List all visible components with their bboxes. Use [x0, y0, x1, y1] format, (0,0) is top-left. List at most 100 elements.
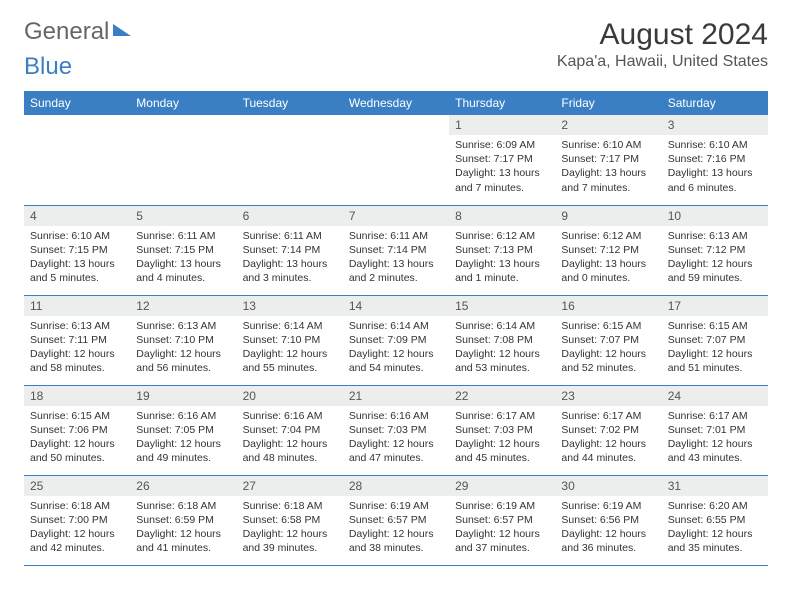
- day-info: Sunrise: 6:10 AMSunset: 7:17 PMDaylight:…: [555, 135, 661, 201]
- sunrise: Sunrise: 6:11 AM: [243, 229, 337, 243]
- sunrise: Sunrise: 6:17 AM: [455, 409, 549, 423]
- sunrise: Sunrise: 6:12 AM: [455, 229, 549, 243]
- day-number: 24: [662, 386, 768, 406]
- daylight: Daylight: 12 hours and 55 minutes.: [243, 347, 337, 375]
- day-cell: 9Sunrise: 6:12 AMSunset: 7:12 PMDaylight…: [555, 205, 661, 295]
- day-number: 12: [130, 296, 236, 316]
- weekday-tuesday: Tuesday: [237, 91, 343, 115]
- day-info: Sunrise: 6:12 AMSunset: 7:12 PMDaylight:…: [555, 226, 661, 292]
- sunset: Sunset: 6:59 PM: [136, 513, 230, 527]
- weekday-monday: Monday: [130, 91, 236, 115]
- day-cell: 16Sunrise: 6:15 AMSunset: 7:07 PMDayligh…: [555, 295, 661, 385]
- day-info: Sunrise: 6:15 AMSunset: 7:07 PMDaylight:…: [555, 316, 661, 382]
- daylight: Daylight: 12 hours and 56 minutes.: [136, 347, 230, 375]
- logo-text-1: General: [24, 18, 109, 46]
- title-block: August 2024 Kapa'a, Hawaii, United State…: [557, 18, 768, 71]
- day-number: 22: [449, 386, 555, 406]
- day-cell: 4Sunrise: 6:10 AMSunset: 7:15 PMDaylight…: [24, 205, 130, 295]
- day-cell: 18Sunrise: 6:15 AMSunset: 7:06 PMDayligh…: [24, 385, 130, 475]
- sunset: Sunset: 7:04 PM: [243, 423, 337, 437]
- day-info: Sunrise: 6:13 AMSunset: 7:11 PMDaylight:…: [24, 316, 130, 382]
- day-info: Sunrise: 6:14 AMSunset: 7:10 PMDaylight:…: [237, 316, 343, 382]
- day-number: 19: [130, 386, 236, 406]
- day-number: 11: [24, 296, 130, 316]
- day-info: Sunrise: 6:14 AMSunset: 7:09 PMDaylight:…: [343, 316, 449, 382]
- day-number: 23: [555, 386, 661, 406]
- daylight: Daylight: 12 hours and 37 minutes.: [455, 527, 549, 555]
- sunrise: Sunrise: 6:16 AM: [349, 409, 443, 423]
- week-row: 18Sunrise: 6:15 AMSunset: 7:06 PMDayligh…: [24, 385, 768, 475]
- day-info: Sunrise: 6:13 AMSunset: 7:12 PMDaylight:…: [662, 226, 768, 292]
- sunset: Sunset: 7:06 PM: [30, 423, 124, 437]
- sunset: Sunset: 6:57 PM: [349, 513, 443, 527]
- day-number: 1: [449, 115, 555, 135]
- daylight: Daylight: 12 hours and 58 minutes.: [30, 347, 124, 375]
- day-number: 31: [662, 476, 768, 496]
- sunrise: Sunrise: 6:16 AM: [243, 409, 337, 423]
- day-info: Sunrise: 6:18 AMSunset: 6:59 PMDaylight:…: [130, 496, 236, 562]
- daylight: Daylight: 13 hours and 7 minutes.: [455, 166, 549, 194]
- sunset: Sunset: 7:15 PM: [136, 243, 230, 257]
- day-number: 27: [237, 476, 343, 496]
- weekday-thursday: Thursday: [449, 91, 555, 115]
- daylight: Daylight: 12 hours and 50 minutes.: [30, 437, 124, 465]
- sunset: Sunset: 7:05 PM: [136, 423, 230, 437]
- day-cell: 2Sunrise: 6:10 AMSunset: 7:17 PMDaylight…: [555, 115, 661, 205]
- day-info: Sunrise: 6:17 AMSunset: 7:02 PMDaylight:…: [555, 406, 661, 472]
- day-number: 7: [343, 206, 449, 226]
- sunset: Sunset: 7:03 PM: [349, 423, 443, 437]
- sunset: Sunset: 7:14 PM: [243, 243, 337, 257]
- day-number: 29: [449, 476, 555, 496]
- day-info: Sunrise: 6:16 AMSunset: 7:04 PMDaylight:…: [237, 406, 343, 472]
- day-info: Sunrise: 6:19 AMSunset: 6:57 PMDaylight:…: [343, 496, 449, 562]
- sunset: Sunset: 7:15 PM: [30, 243, 124, 257]
- sunrise: Sunrise: 6:15 AM: [561, 319, 655, 333]
- day-cell: 30Sunrise: 6:19 AMSunset: 6:56 PMDayligh…: [555, 475, 661, 565]
- day-number: 20: [237, 386, 343, 406]
- day-cell: 22Sunrise: 6:17 AMSunset: 7:03 PMDayligh…: [449, 385, 555, 475]
- day-number: 3: [662, 115, 768, 135]
- daylight: Daylight: 12 hours and 52 minutes.: [561, 347, 655, 375]
- day-info: Sunrise: 6:15 AMSunset: 7:07 PMDaylight:…: [662, 316, 768, 382]
- sunset: Sunset: 7:10 PM: [243, 333, 337, 347]
- sunrise: Sunrise: 6:09 AM: [455, 138, 549, 152]
- sunset: Sunset: 7:14 PM: [349, 243, 443, 257]
- calendar-head: SundayMondayTuesdayWednesdayThursdayFrid…: [24, 91, 768, 115]
- day-number: 21: [343, 386, 449, 406]
- day-cell: [343, 115, 449, 205]
- day-cell: 7Sunrise: 6:11 AMSunset: 7:14 PMDaylight…: [343, 205, 449, 295]
- sunset: Sunset: 7:10 PM: [136, 333, 230, 347]
- day-info: Sunrise: 6:17 AMSunset: 7:03 PMDaylight:…: [449, 406, 555, 472]
- daylight: Daylight: 12 hours and 59 minutes.: [668, 257, 762, 285]
- logo-text-2: Blue: [24, 53, 72, 80]
- week-row: 1Sunrise: 6:09 AMSunset: 7:17 PMDaylight…: [24, 115, 768, 205]
- sunrise: Sunrise: 6:13 AM: [136, 319, 230, 333]
- week-row: 11Sunrise: 6:13 AMSunset: 7:11 PMDayligh…: [24, 295, 768, 385]
- calendar-body: 1Sunrise: 6:09 AMSunset: 7:17 PMDaylight…: [24, 115, 768, 565]
- day-info: Sunrise: 6:13 AMSunset: 7:10 PMDaylight:…: [130, 316, 236, 382]
- sunrise: Sunrise: 6:14 AM: [243, 319, 337, 333]
- day-number: 26: [130, 476, 236, 496]
- sunrise: Sunrise: 6:15 AM: [30, 409, 124, 423]
- week-row: 4Sunrise: 6:10 AMSunset: 7:15 PMDaylight…: [24, 205, 768, 295]
- day-cell: 5Sunrise: 6:11 AMSunset: 7:15 PMDaylight…: [130, 205, 236, 295]
- day-info: Sunrise: 6:17 AMSunset: 7:01 PMDaylight:…: [662, 406, 768, 472]
- day-number: 30: [555, 476, 661, 496]
- sunset: Sunset: 7:11 PM: [30, 333, 124, 347]
- day-info: Sunrise: 6:10 AMSunset: 7:16 PMDaylight:…: [662, 135, 768, 201]
- day-number: 5: [130, 206, 236, 226]
- logo: General: [24, 18, 133, 46]
- day-info: Sunrise: 6:18 AMSunset: 7:00 PMDaylight:…: [24, 496, 130, 562]
- daylight: Daylight: 13 hours and 0 minutes.: [561, 257, 655, 285]
- day-cell: 29Sunrise: 6:19 AMSunset: 6:57 PMDayligh…: [449, 475, 555, 565]
- sunset: Sunset: 7:02 PM: [561, 423, 655, 437]
- sunset: Sunset: 7:01 PM: [668, 423, 762, 437]
- sunrise: Sunrise: 6:10 AM: [561, 138, 655, 152]
- daylight: Daylight: 12 hours and 53 minutes.: [455, 347, 549, 375]
- daylight: Daylight: 13 hours and 2 minutes.: [349, 257, 443, 285]
- sunrise: Sunrise: 6:10 AM: [668, 138, 762, 152]
- day-info: Sunrise: 6:11 AMSunset: 7:14 PMDaylight:…: [237, 226, 343, 292]
- sunrise: Sunrise: 6:19 AM: [455, 499, 549, 513]
- day-info: Sunrise: 6:16 AMSunset: 7:05 PMDaylight:…: [130, 406, 236, 472]
- daylight: Daylight: 12 hours and 42 minutes.: [30, 527, 124, 555]
